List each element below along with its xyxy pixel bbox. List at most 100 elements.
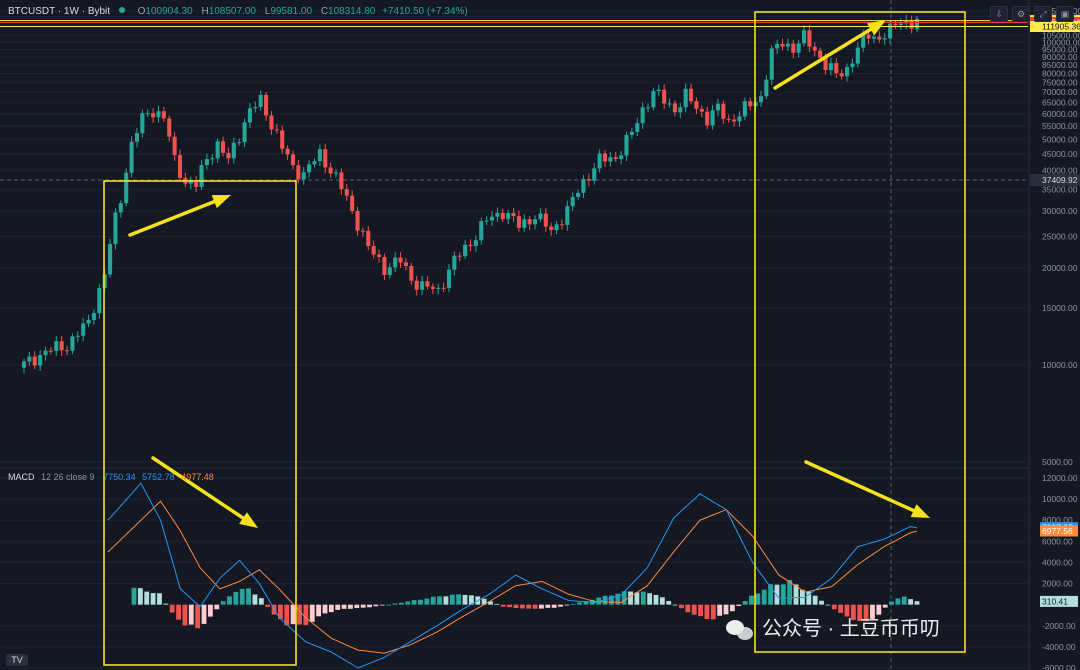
candle-body — [242, 122, 247, 143]
price-tick-label: 35000.00 — [1042, 184, 1078, 194]
candle-body — [452, 255, 457, 270]
candle-body — [161, 111, 166, 119]
candle-body — [172, 136, 177, 156]
candle-body — [382, 256, 387, 276]
macd-hist-bar — [787, 579, 793, 605]
low-label: L — [264, 6, 271, 17]
candle-body — [371, 246, 376, 255]
price-tick-label: 100000.00 — [1042, 37, 1080, 47]
candle-body — [75, 335, 80, 337]
change-value: +7410.50 (+7.34%) — [382, 6, 468, 17]
macd-tick-label: -6000.00 — [1042, 663, 1076, 670]
candle-body — [877, 36, 882, 40]
candle-body — [543, 213, 548, 227]
signal-axis-label-box — [1040, 525, 1078, 537]
candle-body — [328, 167, 333, 174]
macd-hist-bar — [252, 594, 258, 605]
macd-hist-bar — [679, 604, 684, 609]
candle-body — [387, 267, 392, 276]
candle-body — [81, 323, 86, 336]
annotation-arrow-down-right-shaft — [804, 460, 916, 513]
candle-body — [457, 255, 462, 257]
candle-body — [393, 257, 398, 268]
candle-body — [898, 23, 903, 26]
macd-hist-bar — [659, 597, 665, 605]
candle-body — [559, 224, 564, 226]
macd-hist-bar — [150, 593, 156, 605]
macd-hist-bar — [908, 599, 914, 605]
annotation-arrow-down-right-head — [910, 504, 930, 518]
macd-hist-bar — [462, 594, 468, 605]
macd-hist-bar — [761, 589, 767, 605]
candle-body — [855, 47, 860, 64]
macd-hist-bar — [373, 604, 379, 607]
candle-body — [64, 350, 70, 352]
macd-hist-bar — [889, 601, 894, 605]
candle-body — [377, 254, 382, 257]
arrow-down-icon[interactable]: ⇩ — [990, 6, 1008, 22]
candle-body — [882, 38, 887, 40]
candle-body — [705, 111, 710, 126]
candle-body — [366, 230, 371, 247]
candle-body — [893, 23, 898, 26]
price-tick-label: 50000.00 — [1042, 134, 1078, 144]
candle-body — [500, 212, 505, 220]
macd-hist-bar — [195, 604, 201, 629]
symbol-label: BTCUSDT · 1W · Bybit — [8, 6, 111, 17]
macd-hist-bar — [443, 596, 449, 605]
macd-hist-bar — [354, 604, 360, 609]
macd-hist-bar — [583, 600, 589, 605]
candle-body — [360, 230, 365, 232]
candle-body — [527, 219, 532, 225]
candle-body — [635, 123, 640, 132]
candle-body — [828, 63, 833, 71]
price-tick-label: 25000.00 — [1042, 232, 1078, 242]
macd-hist-bar — [386, 604, 392, 606]
watermark-text: 公众号 · 土豆币币叨 — [762, 618, 940, 640]
candle-body — [737, 116, 742, 122]
fullscreen-icon[interactable]: ⤢ — [1034, 6, 1052, 22]
macd-hist-bar — [214, 604, 220, 610]
annotation-arrow-down-left-shaft — [151, 456, 245, 520]
candle-body — [699, 108, 704, 112]
status-dot-icon — [118, 7, 125, 13]
candle-body — [845, 66, 850, 77]
macd-hist-bar — [647, 593, 653, 605]
candle-body — [398, 257, 403, 263]
candle-body — [43, 350, 48, 356]
price-tick-label: 70000.00 — [1042, 87, 1078, 97]
macd-hist-bar — [188, 604, 194, 625]
macd-hist-bar — [392, 603, 398, 605]
candle-body — [215, 141, 220, 159]
candle-body — [785, 43, 790, 47]
candle-body — [38, 355, 43, 366]
annotation-arrow-down-left-head — [239, 512, 258, 528]
snapshot-icon[interactable]: ▣ — [1056, 6, 1074, 22]
price-tick-label: 55000.00 — [1042, 121, 1078, 131]
macd-hist-bar — [857, 604, 863, 622]
settings-icon[interactable]: ⚙ — [1012, 6, 1030, 22]
candle-body — [91, 313, 96, 320]
open-value: 100904.30 — [145, 6, 193, 17]
candle-body — [866, 34, 871, 39]
hist-axis-label: 310.41 — [1042, 596, 1068, 606]
candle-body — [441, 287, 446, 289]
macd-hist-bar — [468, 595, 474, 605]
candle-body — [554, 224, 559, 231]
macd-hist-bar — [710, 604, 716, 620]
price-tick-label: 45000.00 — [1042, 149, 1078, 159]
macd-hist-bar — [704, 604, 710, 620]
macd-hist-bar — [169, 604, 175, 613]
signal-axis-label: 6977.56 — [1042, 526, 1073, 536]
macd-tick-label: 6000.00 — [1042, 536, 1073, 546]
high-label: H — [201, 6, 209, 17]
candle-body — [54, 341, 59, 351]
price-tick-label: 75000.00 — [1042, 78, 1078, 88]
candle-body — [538, 213, 543, 220]
wechat-icon — [726, 618, 756, 642]
candle-body — [619, 155, 624, 160]
macd-hist-bar — [774, 584, 780, 605]
price-tick-label: 30000.00 — [1042, 206, 1078, 216]
macd-hist-bar — [456, 594, 462, 605]
